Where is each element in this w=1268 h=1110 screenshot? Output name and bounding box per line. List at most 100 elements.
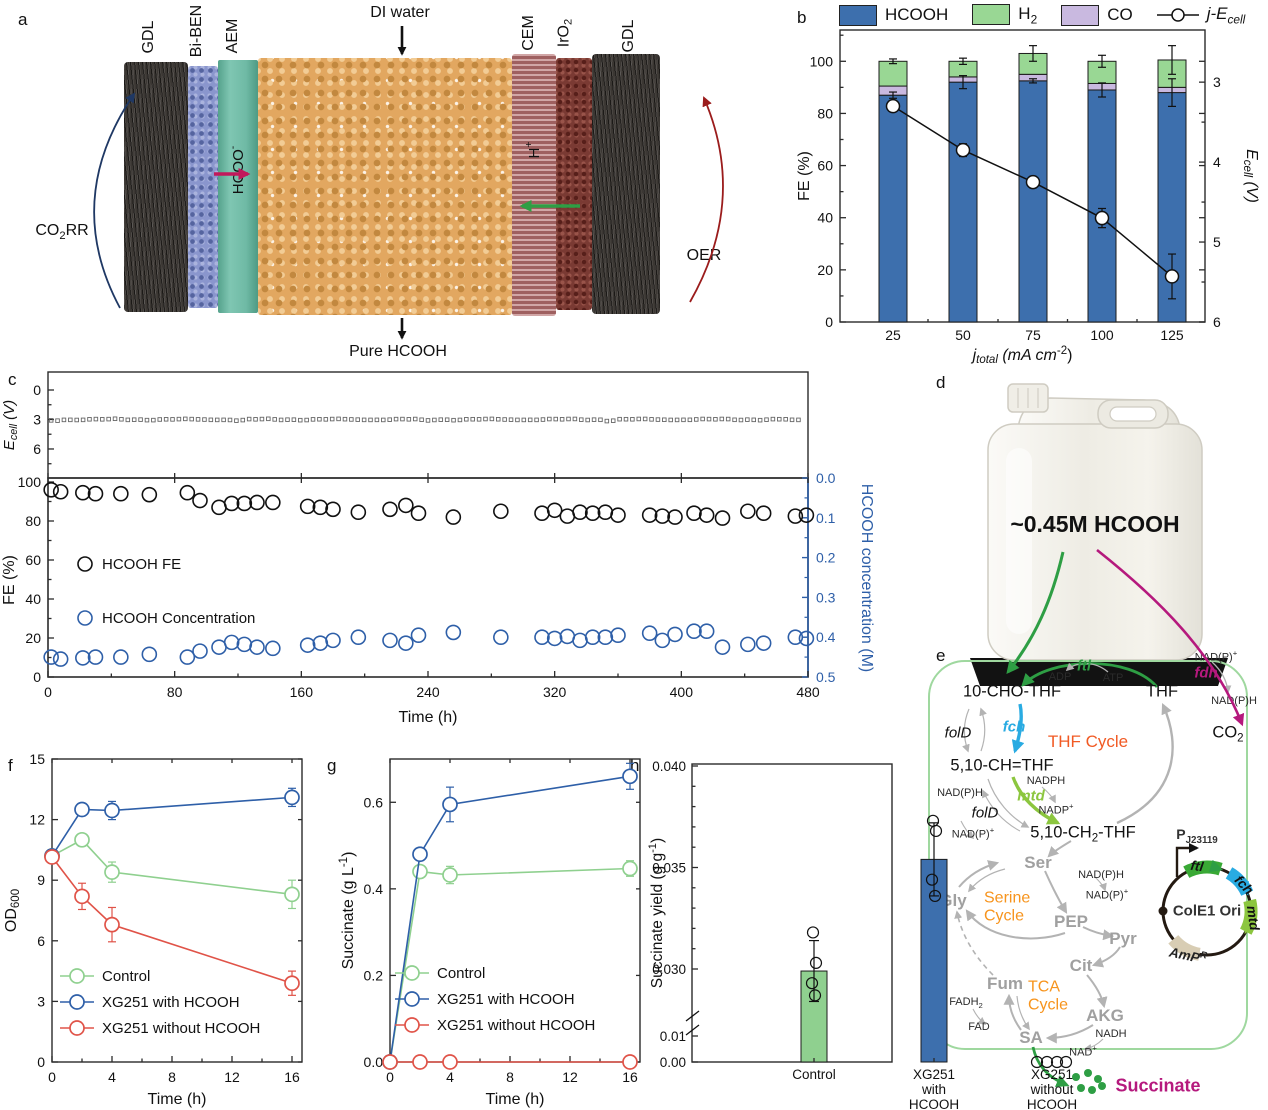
label-nadph-top: NAD(P)H [1211, 695, 1257, 707]
data-point [284, 886, 300, 903]
fe-point [798, 507, 815, 523]
svg-text:240: 240 [416, 684, 440, 700]
svg-text:6: 6 [1213, 314, 1221, 330]
panel-label-c: c [8, 370, 17, 389]
node-thf: THF [1145, 682, 1179, 701]
yield-point [806, 926, 820, 939]
fe-point [141, 486, 158, 503]
conc-point [445, 624, 462, 641]
schematic-arrows [93, 26, 724, 340]
data-point [622, 1054, 638, 1070]
fe-point [325, 501, 341, 518]
fe-point [192, 492, 208, 509]
legend-item-jecell: j-Ecell [1156, 4, 1245, 26]
svg-text:0.030: 0.030 [652, 962, 686, 977]
bar-hcooh [1018, 80, 1048, 323]
fe-point [87, 485, 104, 502]
svg-text:0.01: 0.01 [660, 1029, 686, 1044]
enzyme-fold-2: folD [971, 804, 999, 822]
h2-swatch [972, 4, 1011, 26]
electrolyzer-schematic: GDL Bi-BEN AEM CEM IrO2 GDL HCOO- H+ DI … [0, 0, 795, 368]
fe-point [382, 501, 398, 518]
chart-c: 0 3 6 Ecell (V) 0 20 40 60 80 100 0.0 0.1 0.2 0.3 0.4 0… [1, 371, 875, 726]
svg-text:Control: Control [437, 965, 485, 982]
conc-point [493, 629, 509, 646]
data-point [412, 1054, 428, 1070]
co-swatch [1061, 4, 1100, 26]
chart-f: 0 3 6 9 12 15 0 4 8 12 16 Control XG251 with HCOOH XG… [3, 751, 303, 1108]
fe-point [559, 508, 576, 524]
succinate-dot [1098, 1082, 1106, 1090]
label-adp: ADP [1048, 671, 1072, 683]
legend-label-co: CO [1107, 5, 1133, 24]
conc-point [654, 632, 671, 649]
conc-point [597, 629, 614, 646]
svg-text:480: 480 [796, 684, 820, 700]
svg-text:3: 3 [37, 993, 45, 1009]
node-10-cho-thf: 10-CHO-THF [962, 682, 1062, 701]
svg-text:0.3: 0.3 [816, 589, 836, 605]
fe-point [52, 483, 69, 500]
yield-point [925, 873, 939, 886]
label-fad: FAD [968, 1021, 990, 1033]
svg-text:HCOOH: HCOOH [909, 1097, 959, 1110]
fe-point [698, 507, 715, 523]
data-point [74, 801, 90, 818]
svg-text:16: 16 [284, 1069, 300, 1085]
fe-point [787, 508, 804, 524]
data-point [622, 860, 638, 877]
svg-text:75: 75 [1025, 327, 1041, 343]
svg-text:8: 8 [168, 1069, 176, 1085]
node-sa: SA [1019, 1028, 1043, 1047]
bar-hcooh [878, 94, 908, 323]
data-point [104, 916, 120, 933]
svg-text:12: 12 [562, 1069, 578, 1085]
bar-hcooh [948, 81, 978, 323]
conc-point [584, 629, 601, 646]
fe-point [572, 504, 588, 521]
svg-text:4: 4 [108, 1069, 116, 1085]
fe-point [755, 505, 772, 521]
yield-point [926, 814, 940, 827]
succinate-dot [1094, 1075, 1102, 1083]
label-fadh2: FADH2 [949, 995, 983, 1011]
svg-text:HCOOH: HCOOH [1027, 1097, 1077, 1110]
svg-text:4: 4 [1213, 154, 1221, 170]
svg-text:0: 0 [44, 684, 52, 700]
conc-point [698, 623, 715, 640]
svg-text:0: 0 [33, 382, 41, 398]
conc-point [410, 627, 427, 644]
enzyme-mtd: mtd [1017, 787, 1045, 805]
data-point [442, 1054, 458, 1070]
svg-text:jtotal (mA cm-2): jtotal (mA cm-2) [971, 345, 1073, 366]
fe-point [667, 509, 683, 525]
data-point [622, 768, 638, 785]
fe-point [740, 503, 756, 520]
conc-point [249, 639, 265, 655]
svg-text:0.1: 0.1 [816, 510, 836, 526]
label-nadp-plus-left: NAD(P)+ [951, 825, 995, 841]
jug-drawing: ~0.45M HCOOH [970, 383, 1228, 686]
plasmid-gene-ftl: ftl [1189, 857, 1205, 875]
svg-text:XG251 without HCOOH: XG251 without HCOOH [102, 1020, 260, 1037]
legend-label-h2: H2 [1018, 3, 1038, 27]
conc-point [787, 629, 804, 646]
line-marker-icon [1156, 8, 1199, 22]
fe-point [493, 503, 509, 520]
node-co2: CO2 [1212, 723, 1244, 745]
svg-text:6: 6 [37, 933, 45, 949]
svg-text:12: 12 [29, 812, 45, 828]
svg-text:50: 50 [955, 327, 971, 343]
succinate-dot [1088, 1086, 1096, 1094]
label-nadph-mtd: NADPH [1026, 775, 1066, 787]
conc-point [192, 643, 208, 659]
svg-text:with: with [921, 1082, 946, 1097]
conc-point [798, 630, 815, 647]
data-point [284, 789, 300, 806]
fe-point [546, 502, 563, 519]
conc-point [641, 625, 658, 642]
svg-text:Succinate (g L-1): Succinate (g L-1) [338, 852, 357, 970]
anode-gdl-layer [592, 54, 660, 314]
data-point [442, 867, 458, 883]
conc-point [87, 649, 104, 665]
